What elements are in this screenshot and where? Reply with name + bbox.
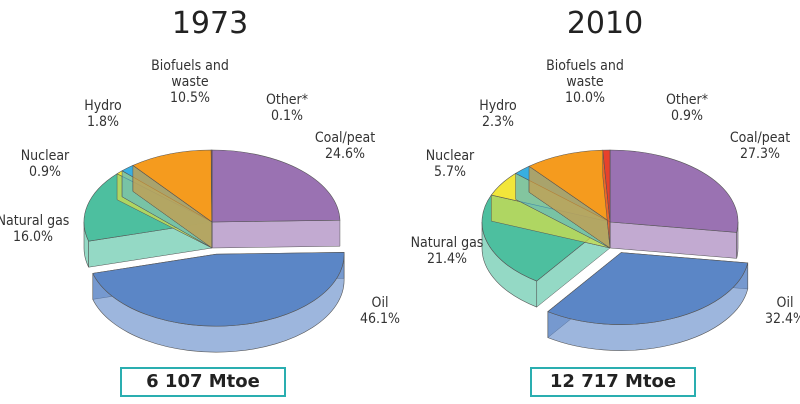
label-value: 46.1%	[359, 311, 400, 327]
slice-label: Biofuels and waste 10.5%	[145, 58, 235, 106]
slice-label: Other* 0.1%	[242, 92, 332, 124]
slice	[211, 149, 341, 223]
label-value: 5.7%	[434, 164, 466, 180]
label-value: 24.6%	[324, 146, 365, 162]
total-box: 12 717 Mtoe	[530, 367, 696, 397]
slice-label: Coal/peat 24.6%	[300, 130, 390, 162]
label-name: Nuclear	[20, 148, 70, 164]
slice	[602, 149, 611, 223]
label-value: 32.4%	[764, 311, 800, 327]
slice-edge	[211, 219, 341, 249]
label-value: 2.3%	[482, 114, 514, 130]
label-name: Nuclear	[425, 148, 475, 164]
label-value: 21.4%	[426, 251, 467, 267]
label-name: Hydro	[84, 98, 122, 114]
slice-label: Hydro 2.3%	[453, 98, 543, 130]
total-box: 6 107 Mtoe	[120, 367, 286, 397]
label-name: Hydro	[479, 98, 517, 114]
label-name: Biofuels and waste	[151, 58, 229, 90]
label-value: 0.9%	[29, 164, 61, 180]
slice-label: Nuclear 5.7%	[405, 148, 495, 180]
label-value: 1.8%	[87, 114, 119, 130]
label-value: 0.9%	[671, 108, 703, 124]
label-name: Coal/peat	[729, 130, 791, 146]
slice-label: Nuclear 0.9%	[0, 148, 90, 180]
label-value: 10.5%	[169, 90, 210, 106]
label-name: Oil	[371, 295, 389, 311]
slice	[92, 252, 345, 327]
label-value: 27.3%	[739, 146, 780, 162]
slice-label: Hydro 1.8%	[58, 98, 148, 130]
slice-label: Natural gas 21.4%	[402, 235, 492, 267]
slice-label: Other* 0.9%	[642, 92, 732, 124]
slice-label: Biofuels and waste 10.0%	[540, 58, 630, 106]
slice	[547, 252, 749, 325]
label-value: 16.0%	[12, 229, 53, 245]
slice	[528, 149, 611, 223]
slice	[132, 149, 213, 223]
label-name: Coal/peat	[314, 130, 376, 146]
pie	[481, 149, 749, 351]
label-name: Other*	[265, 92, 309, 108]
label-name: Other*	[665, 92, 709, 108]
pie	[83, 149, 345, 353]
chart-title: 1973	[171, 6, 249, 41]
chart-title: 2010	[566, 6, 644, 41]
label-name: Biofuels and waste	[546, 58, 624, 90]
slice-label: Natural gas 16.0%	[0, 213, 78, 245]
label-name: Natural gas	[0, 213, 70, 229]
label-value: 10.0%	[564, 90, 605, 106]
label-value: 0.1%	[271, 108, 303, 124]
label-name: Natural gas	[410, 235, 484, 251]
slice-label: Oil 46.1%	[335, 295, 425, 327]
label-name: Oil	[776, 295, 794, 311]
slice	[210, 149, 213, 223]
slice	[609, 149, 739, 233]
slice-label: Coal/peat 27.3%	[715, 130, 800, 162]
